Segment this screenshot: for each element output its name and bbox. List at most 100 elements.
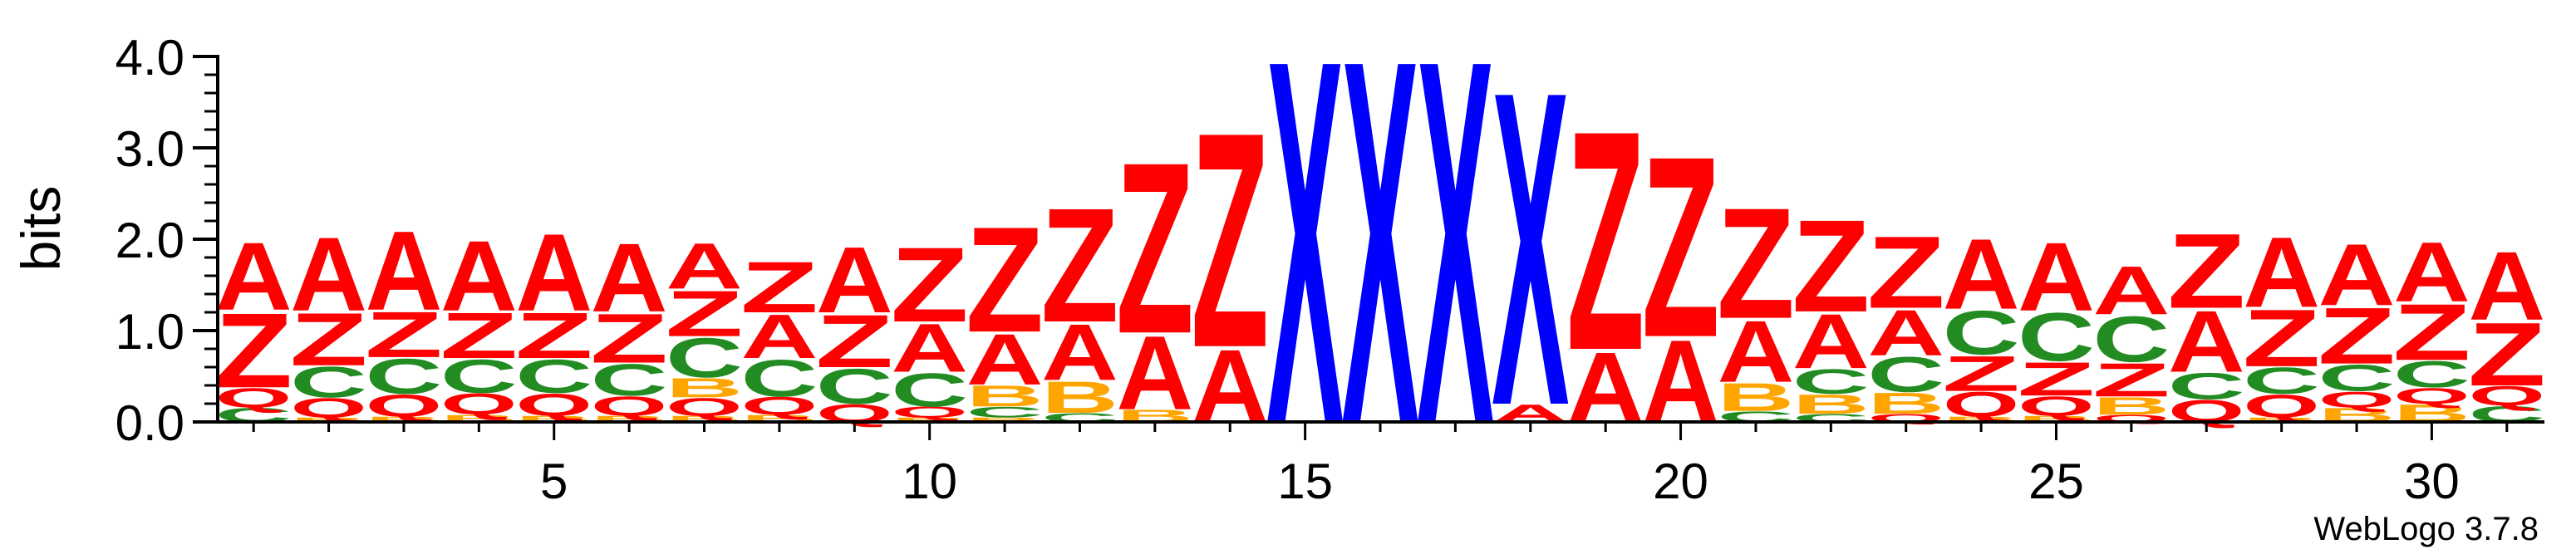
logo-letter-8-A-3: A xyxy=(740,302,818,372)
logo-letter-14-Z-1: Z xyxy=(1191,68,1269,411)
logo-letter-24-C-3: C xyxy=(1943,298,2020,368)
logo-letter-1-A-3: A xyxy=(215,222,293,330)
logo-letter-26-B-1: B xyxy=(2092,392,2170,420)
logo-letter-21-A-2: A xyxy=(1718,302,1795,400)
logo-letter-7-B-2: B xyxy=(666,372,743,403)
logo-letter-27-C-1: C xyxy=(2168,365,2245,407)
x-tick-label-5: 5 xyxy=(540,453,568,509)
logo-letter-27-Z-3: Z xyxy=(2167,211,2245,330)
logo-letter-1-Q-1: Q xyxy=(215,383,292,414)
logo-letter-29-A-4: A xyxy=(2318,226,2396,324)
logo-letter-9-C-1: C xyxy=(816,359,893,414)
logo-letter-25-Z-2: Z xyxy=(2018,352,2096,405)
logo-letter-3-Q-1: Q xyxy=(366,388,442,423)
x-tick-label-15: 15 xyxy=(1277,453,1333,509)
logo-letter-6-A-4: A xyxy=(591,223,668,333)
logo-letter-12-B-1: B xyxy=(1041,372,1118,423)
logo-letter-30-C-2: C xyxy=(2393,354,2470,395)
logo-letter-31-Z-2: Z xyxy=(2468,305,2546,405)
logo-letter-28-C-2: C xyxy=(2243,360,2320,401)
logo-letter-3-C-2: C xyxy=(366,349,443,404)
logo-letter-28-B-0: B xyxy=(2243,416,2320,423)
logo-letter-30-Q-1: Q xyxy=(2393,384,2470,409)
logo-letter-2-B-0: B xyxy=(290,416,367,423)
logo-letter-3-A-4: A xyxy=(366,208,443,334)
logo-letter-13-Z-2: Z xyxy=(1116,111,1194,384)
logo-letter-29-Z-3: Z xyxy=(2318,292,2396,381)
logo-letter-10-Z-4: Z xyxy=(891,225,969,344)
logo-letter-16-X-0: X xyxy=(1341,0,1419,533)
logo-letter-7-A-5: A xyxy=(666,230,743,303)
logo-letter-4-C-2: C xyxy=(440,351,518,404)
weblogo-credit: WebLogo 3.7.8 xyxy=(2313,511,2539,547)
logo-letter-11-B-2: B xyxy=(966,380,1044,413)
logo-letter-8-C-2: C xyxy=(740,349,818,408)
logo-letter-12-Z-3: Z xyxy=(1041,175,1119,356)
logo-letter-4-Z-3: Z xyxy=(440,299,518,372)
logo-letter-10-C-2: C xyxy=(891,364,968,417)
y-tick-label-0: 0.0 xyxy=(116,395,184,451)
logo-letter-2-Q-1: Q xyxy=(290,393,366,424)
x-tick-label-30: 30 xyxy=(2404,453,2460,509)
logo-letter-21-B-1: B xyxy=(1718,375,1795,419)
logo-letter-25-C-3: C xyxy=(2018,298,2095,375)
logo-letter-11-Z-4: Z xyxy=(966,195,1044,364)
logo-letter-7-B-0: B xyxy=(666,414,743,424)
logo-letter-19-Z-1: Z xyxy=(1566,66,1644,416)
logo-letter-13-A-1: A xyxy=(1116,314,1193,432)
logo-letter-28-A-4: A xyxy=(2243,217,2320,329)
logo-letter-2-C-2: C xyxy=(290,357,367,406)
logo-letter-5-A-4: A xyxy=(515,211,592,334)
y-tick-label-4: 4.0 xyxy=(116,30,184,86)
x-axis: 5 10 15 20 25 30 xyxy=(216,420,2544,509)
logo-letter-27-A-2: A xyxy=(2168,292,2245,390)
y-tick-label-3: 3.0 xyxy=(116,121,184,177)
logo-letter-22-C-2: C xyxy=(1792,362,1870,401)
logo-letter-31-A-3: A xyxy=(2468,232,2545,341)
y-axis: 0.0 1.0 2.0 3.0 4.0 xyxy=(116,30,219,451)
logo-letter-17-X-0: X xyxy=(1417,0,1495,533)
logo-letter-6-Z-3: Z xyxy=(590,300,668,378)
logo-letter-26-A-4: A xyxy=(2092,252,2170,329)
logo-letter-26-Z-2: Z xyxy=(2092,353,2170,406)
logo-letter-11-A-3: A xyxy=(966,319,1044,400)
logo-letter-23-B-1: B xyxy=(1867,387,1944,420)
logo-letter-6-B-0: B xyxy=(591,414,668,424)
logo-letter-8-Q-1: Q xyxy=(741,392,818,419)
logo-letter-23-C-2: C xyxy=(1867,347,1944,403)
logo-letter-24-B-0: B xyxy=(1943,415,2020,424)
logo-letter-24-Q-1: Q xyxy=(1943,385,2019,424)
logo-letter-23-A-3: A xyxy=(1867,297,1944,370)
logo-letter-1-Z-2: Z xyxy=(214,291,293,409)
logo-letter-25-Q-1: Q xyxy=(2018,391,2094,422)
logo-letter-11-C-1: C xyxy=(966,404,1044,420)
logo-letter-24-Z-2: Z xyxy=(1942,346,2020,402)
logo-letter-4-A-4: A xyxy=(440,220,518,332)
logo-letter-20-Z-1: Z xyxy=(1642,102,1720,390)
logo-letter-5-C-2: C xyxy=(515,351,592,404)
logo-letter-7-Z-4: Z xyxy=(666,277,744,351)
x-tick-label-20: 20 xyxy=(1653,453,1708,509)
logo-letter-24-A-4: A xyxy=(1943,218,2020,331)
logo-letter-7-Q-1: Q xyxy=(666,393,742,420)
logo-letter-29-Q-1: Q xyxy=(2318,387,2395,412)
logo-letter-3-B-0: B xyxy=(366,415,443,424)
logo-letter-4-Q-1: Q xyxy=(440,387,517,421)
logo-letter-25-B-0: B xyxy=(2018,414,2095,424)
logo-letter-9-A-3: A xyxy=(816,227,893,332)
logo-letter-5-Q-1: Q xyxy=(516,387,592,422)
logo-letter-2-A-4: A xyxy=(290,216,367,334)
logo-letter-21-Z-3: Z xyxy=(1717,175,1795,351)
logo-letter-31-Q-1: Q xyxy=(2469,381,2545,412)
x-tick-label-25: 25 xyxy=(2028,453,2084,509)
logo-letter-30-Z-3: Z xyxy=(2393,288,2471,378)
logo-letter-30-A-4: A xyxy=(2393,224,2470,320)
logo-letter-12-A-2: A xyxy=(1041,308,1118,398)
logo-letter-22-A-3: A xyxy=(1792,297,1870,385)
logo-letter-9-Z-2: Z xyxy=(815,299,893,383)
logo-letter-8-Z-4: Z xyxy=(740,248,819,328)
logo-letter-3-Z-3: Z xyxy=(365,298,443,371)
y-tick-label-2: 2.0 xyxy=(116,213,184,268)
logo-letter-5-Z-3: Z xyxy=(515,299,593,372)
